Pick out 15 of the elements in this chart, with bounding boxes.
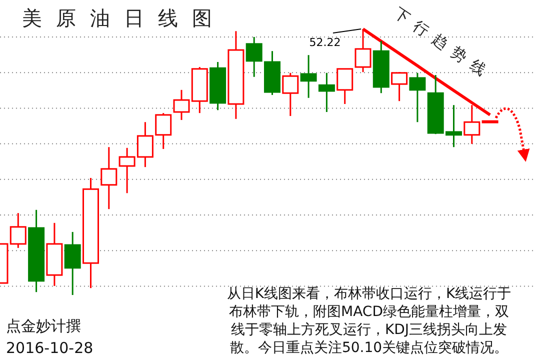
- text: 2016-10-28: [6, 339, 94, 357]
- annotation: 52.22: [309, 36, 341, 49]
- candlestick: [482, 120, 498, 124]
- chart-title: 美原油日线图: [22, 6, 226, 30]
- candlestick: [28, 209, 45, 293]
- candlestick: [300, 54, 317, 99]
- annotation: 从日K线图来看，布林带收口运行，K线运行于布林带下轨，附图MACD绿色能量柱增量，双线于零轴上方死叉运行，KDJ三线拐头向上发散。今日重点关注50.10关键点位突破情况。: [226, 286, 512, 356]
- text: 下行趋势线: [390, 4, 496, 84]
- candlestick: [100, 146, 118, 210]
- candlestick: [46, 222, 63, 287]
- candlestick: [82, 177, 99, 289]
- candlestick: [64, 231, 81, 296]
- text: 点金妙计撰: [6, 317, 81, 335]
- candlestick: [228, 30, 244, 120]
- candlestick: [318, 72, 335, 113]
